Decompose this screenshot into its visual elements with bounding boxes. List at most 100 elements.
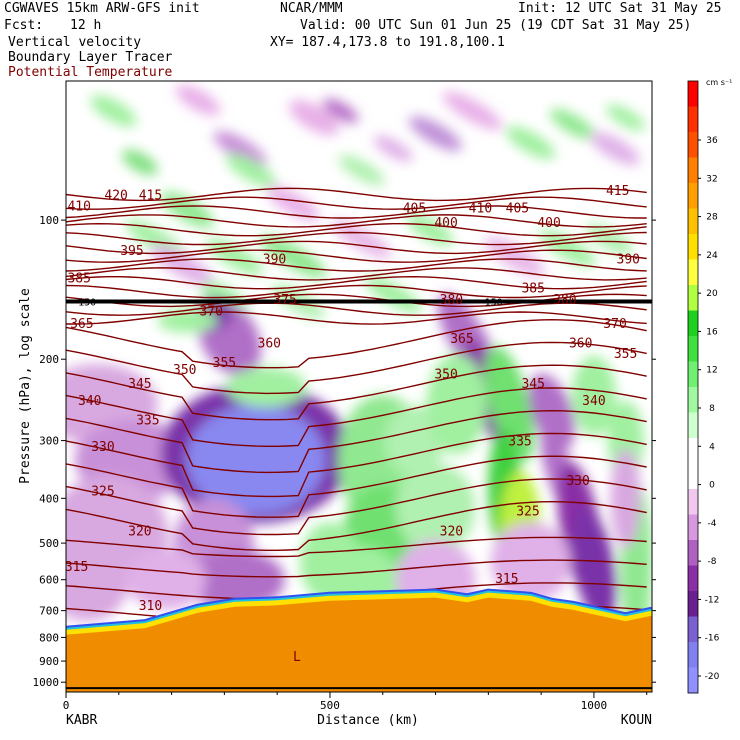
y-tick-label: 800 (39, 631, 59, 644)
theta-label: 385 (67, 271, 90, 286)
velocity-cell (126, 549, 207, 610)
colorbar-swatch (688, 157, 698, 184)
colorbar-tick-label: -8 (708, 557, 717, 567)
plot-frame (65, 80, 653, 693)
theta-contour (66, 205, 647, 219)
colorbar-tick-label: 36 (706, 136, 718, 146)
colorbar-tick-label: 32 (706, 174, 717, 184)
theta-label: 355 (614, 347, 637, 362)
velocity-cell (539, 229, 596, 267)
theta-label: 390 (263, 252, 286, 267)
colorbar-swatch (688, 336, 698, 362)
theta-label: 400 (434, 216, 457, 231)
velocity-cell (586, 223, 633, 255)
theta-contour (66, 478, 647, 536)
colorbar-tick-label: 24 (706, 251, 718, 261)
field-boundary-layer-tracer: Boundary Layer Tracer (8, 50, 173, 65)
theta-label: 340 (582, 394, 605, 409)
theta-contour (66, 284, 647, 299)
colorbar-swatch (688, 463, 698, 490)
theta-contour (66, 196, 647, 210)
theta-label: 365 (450, 332, 473, 347)
x-tick-label: 500 (320, 699, 340, 712)
terrain: L (66, 588, 652, 692)
velocity-cell (206, 238, 264, 275)
theta-label: 350 (173, 363, 196, 378)
theta-contour (66, 222, 647, 237)
x-axis-label: Distance (km) (317, 713, 419, 728)
theta-contour (66, 559, 647, 578)
theta-label: 380 (440, 293, 463, 308)
colorbar-tick-label: 0 (709, 481, 715, 491)
theta-label: 345 (128, 377, 151, 392)
velocity-cell (150, 244, 214, 286)
colorbar-swatch (688, 591, 698, 617)
y-tick-label: 100 (39, 214, 59, 227)
colorbar-swatch (688, 259, 698, 286)
theta-label: 365 (70, 317, 93, 332)
cross-section-endpoints: XY= 187.4,173.8 to 191.8,100.1 (270, 35, 505, 50)
theta-label: 385 (521, 282, 544, 297)
velocity-cell (549, 109, 596, 140)
colorbar-tick-label: -12 (705, 595, 720, 605)
valid-time: Valid: 00 UTC Sun 01 Jun 25 (19 CDT Sat … (300, 18, 692, 33)
theta-label: 375 (273, 293, 296, 308)
colorbar-swatch (688, 81, 698, 107)
colorbar-swatch (688, 387, 698, 413)
colorbar-tick-label: 8 (709, 404, 715, 414)
theta-label: 370 (603, 317, 626, 332)
x-tick-label: 1000 (581, 699, 608, 712)
colorbar-swatch (688, 183, 698, 209)
colorbar-swatch (688, 412, 698, 439)
velocity-cell (259, 235, 327, 278)
theta-label: 325 (516, 504, 539, 519)
terrain-low-label: L (293, 650, 301, 665)
theta-label: 320 (128, 525, 151, 540)
velocity-cell (395, 463, 476, 554)
colorbar-swatch (688, 642, 698, 668)
theta-label: 400 (537, 216, 560, 231)
theta-label: 310 (139, 599, 162, 614)
tropopause-label: 150 (485, 297, 503, 308)
velocity-cell (184, 549, 285, 610)
theta-contour (66, 293, 647, 308)
colorbar-frame (687, 80, 699, 694)
theta-label: 335 (508, 435, 531, 450)
theta-label: 325 (91, 485, 114, 500)
theta-contour (66, 231, 647, 246)
terrain-fill (66, 597, 652, 692)
theta-label: 340 (78, 394, 101, 409)
theta-contour (66, 536, 647, 558)
y-tick-label: 1000 (33, 676, 60, 689)
velocity-cell (160, 192, 214, 228)
theta-label: 320 (440, 525, 463, 540)
colorbar-swatch (688, 489, 698, 515)
velocity-cell (331, 220, 392, 259)
theta-label: 415 (139, 188, 162, 203)
theta-label: 315 (495, 572, 518, 587)
velocity-cell (322, 98, 359, 123)
theta-label: 360 (569, 336, 592, 351)
theta-label: 330 (566, 474, 589, 489)
model-title: CGWAVES 15km ARW-GFS init (4, 1, 200, 16)
colorbar: cm s⁻¹ 36 32 28 24 20 16 12 8 4 0 -4 -8 -12 -16 -20 (687, 78, 732, 694)
velocity-cell (213, 131, 267, 166)
colorbar-tick-label: 12 (706, 366, 717, 376)
theta-label: 360 (258, 336, 281, 351)
velocity-cell (442, 91, 503, 130)
colorbar-tick-label: -20 (705, 672, 720, 682)
velocity-cell (289, 100, 340, 136)
theta-label: 405 (506, 202, 529, 217)
theta-contour (66, 387, 647, 447)
velocity-cell (528, 373, 575, 451)
velocity-cell (407, 214, 454, 246)
colorbar-tick-label: 16 (706, 327, 718, 337)
theta-label: 415 (606, 184, 629, 199)
colorbar-tick-label: 4 (709, 442, 715, 452)
velocity-cell (484, 345, 535, 463)
theta-label: 405 (403, 202, 426, 217)
colorbar-swatch (688, 514, 698, 541)
start-station-label: KABR (66, 713, 97, 728)
y-axis-label: Pressure (hPa), log scale (18, 288, 33, 484)
theta-label: 410 (67, 200, 90, 215)
